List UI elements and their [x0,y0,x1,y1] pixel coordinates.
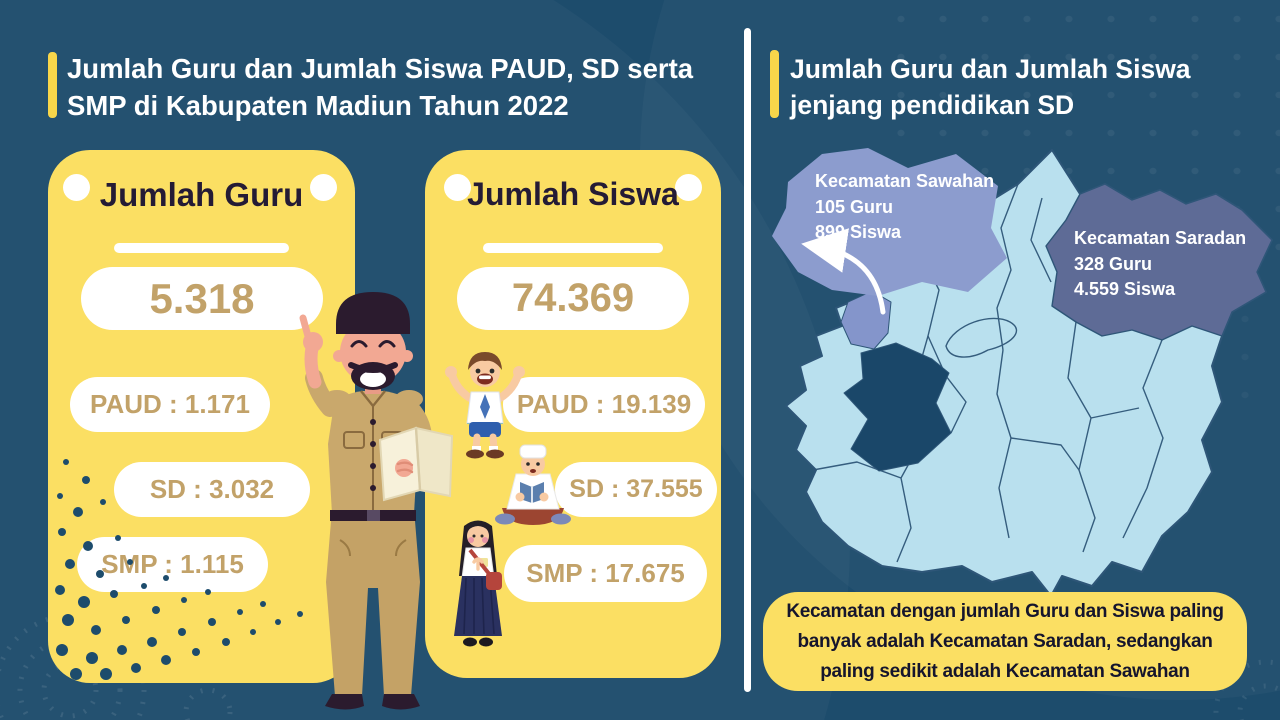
guru-paud-pill: PAUD : 1.171 [70,377,270,432]
guru-total-pill: 5.318 [81,267,323,330]
card-hole-right [675,174,702,201]
right-title-line2: jenjang pendidikan SD [790,90,1075,120]
siswa-smp-pill: SMP : 17.675 [504,545,707,602]
note-line2: banyak adalah Kecamatan Saradan, sedangk… [797,630,1213,652]
note-line3: paling sedikit adalah Kecamatan Sawahan [820,660,1190,682]
map-city-enclave [843,342,952,472]
sawahan-label: Kecamatan Sawahan 105 Guru 899 Siswa [815,171,999,242]
madiun-district-map: Kecamatan Sawahan 105 Guru 899 Siswa Kec… [772,148,1273,597]
guru-smp-pill: SMP : 1.115 [77,537,268,592]
reading-boy-illustration [495,444,571,525]
map-region-saradan [1045,183,1273,341]
card-hole-right [310,174,337,201]
conclusion-note: Kecamatan dengan jumlah Guru dan Siswa p… [763,592,1247,691]
guru-sd-pill: SD : 3.032 [114,462,310,517]
siswa-paud-pill: PAUD : 19.139 [503,377,705,432]
background-dotted-rings [1213,659,1280,720]
card-hole-left [444,174,471,201]
left-panel-title: Jumlah Guru dan Jumlah Siswa PAUD, SD se… [67,50,693,124]
saradan-label: Kecamatan Saradan 328 Guru 4.559 Siswa [1074,228,1251,299]
callout-arrow [801,228,886,315]
right-panel-title: Jumlah Guru dan Jumlah Siswa jenjang pen… [790,51,1191,123]
left-title-accent-bar [48,52,57,118]
right-title-accent-bar [770,50,779,118]
guru-card-title: Jumlah Guru [99,176,304,213]
panel-divider [744,28,751,692]
right-title-line1: Jumlah Guru dan Jumlah Siswa [790,54,1191,84]
guru-title-underline [114,243,289,253]
card-dot-texture [55,459,303,680]
schoolgirl-with-bag-illustration [454,520,502,647]
left-title-line2: SMP di Kabupaten Madiun Tahun 2022 [67,90,569,121]
siswa-card-title: Jumlah Siswa [467,176,679,212]
siswa-sd-pill: SD : 37.555 [555,462,717,517]
card-hole-left [63,174,90,201]
guru-card: Jumlah Guru 5.318 PAUD : 1.171 SD : 3.03… [48,150,355,683]
map-district-borders [812,183,1164,563]
siswa-title-underline [483,243,663,253]
note-line1: Kecamatan dengan jumlah Guru dan Siswa p… [786,600,1224,622]
siswa-total-pill: 74.369 [457,267,689,330]
left-title-line1: Jumlah Guru dan Jumlah Siswa PAUD, SD se… [67,53,694,84]
cheering-schoolboy-illustration [445,352,525,459]
teacher-civil-servant-illustration [299,292,454,710]
